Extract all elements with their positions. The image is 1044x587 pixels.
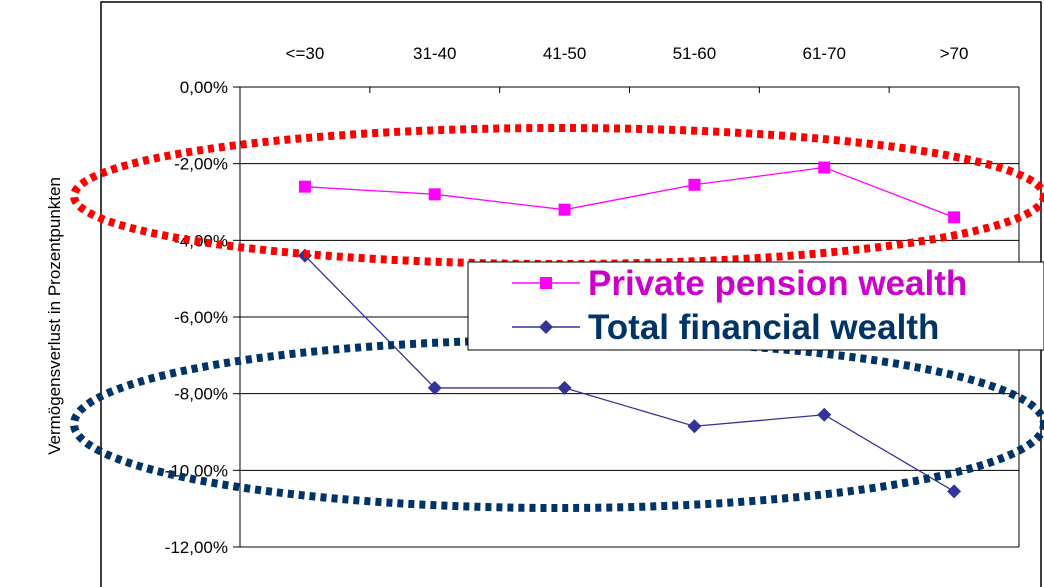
data-point: [817, 407, 832, 422]
data-point: [427, 380, 442, 395]
legend-label: Private pension wealth: [588, 264, 967, 303]
data-point: [688, 178, 701, 191]
series-line: [304, 166, 955, 218]
y-tick-label: -10,00%: [165, 461, 228, 480]
data-point: [298, 180, 311, 193]
legend-marker: [539, 320, 553, 334]
y-tick-label: -8,00%: [174, 385, 228, 404]
data-point: [687, 419, 702, 434]
y-tick-label: -2,00%: [174, 155, 228, 174]
data-point: [947, 484, 962, 499]
data-point: [948, 211, 961, 224]
data-point: [558, 203, 571, 216]
legend-marker: [540, 277, 552, 289]
series-line: [304, 255, 955, 492]
annotation-ellipse: [70, 336, 1044, 512]
x-tick-label: >70: [940, 44, 969, 63]
x-tick-label: 51-60: [673, 44, 716, 63]
y-tick-label: 0,00%: [180, 78, 228, 97]
data-point: [557, 380, 572, 395]
x-tick-label: 61-70: [803, 44, 846, 63]
y-tick-label: -6,00%: [174, 308, 228, 327]
x-tick-label: <=30: [286, 44, 325, 63]
legend-label: Total financial wealth: [588, 308, 939, 347]
x-tick-label: 41-50: [543, 44, 586, 63]
y-tick-label: -12,00%: [165, 538, 228, 557]
data-point: [818, 161, 831, 174]
x-tick-label: 31-40: [413, 44, 456, 63]
legend-box: [467, 261, 1044, 351]
data-point: [428, 188, 441, 201]
y-axis-label: Vermögensverlust in Prozentpunkten: [45, 177, 64, 455]
